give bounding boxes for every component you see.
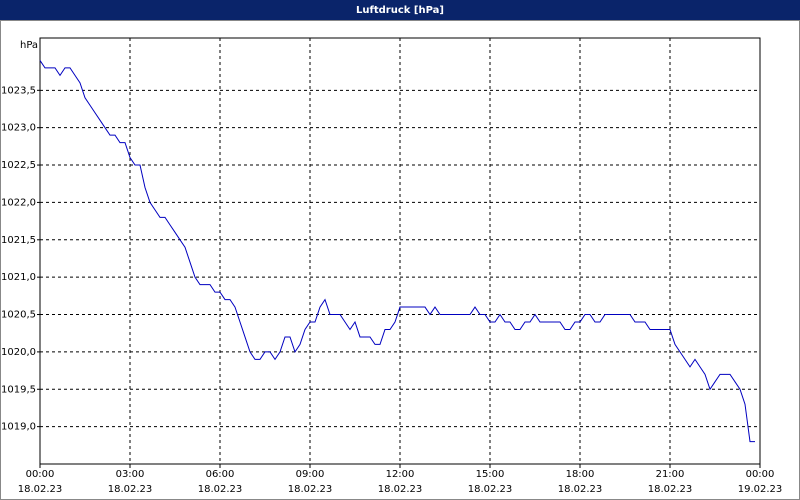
x-tick-label: 19.02.23 bbox=[738, 484, 783, 495]
x-tick-label: 18.02.23 bbox=[198, 484, 243, 495]
x-tick-label: 18.02.23 bbox=[558, 484, 603, 495]
y-axis-label: hPa bbox=[20, 40, 38, 51]
x-tick-label: 06:00 bbox=[206, 469, 235, 480]
x-tick-label: 15:00 bbox=[476, 469, 505, 480]
y-tick-label: 1022,0 bbox=[1, 197, 36, 208]
chart-title: Luftdruck [hPa] bbox=[356, 5, 444, 16]
x-tick-label: 03:00 bbox=[116, 469, 145, 480]
x-tick-label: 18.02.23 bbox=[648, 484, 693, 495]
line bbox=[39, 60, 755, 443]
y-tick-label: 1022,5 bbox=[1, 160, 36, 171]
x-tick-label: 09:00 bbox=[296, 469, 325, 480]
title-bar bbox=[0, 0, 800, 20]
x-tick-label: 12:00 bbox=[386, 469, 415, 480]
x-tick-label: 21:00 bbox=[656, 469, 685, 480]
x-tick-label: 18:00 bbox=[566, 469, 595, 480]
y-tick-label: 1019,0 bbox=[1, 422, 36, 433]
y-tick-label: 1020,0 bbox=[1, 347, 36, 358]
y-tick-label: 1020,5 bbox=[1, 310, 36, 321]
x-tick-label: 00:00 bbox=[746, 469, 775, 480]
y-tick-label: 1023,0 bbox=[1, 123, 36, 134]
y-tick-label: 1021,0 bbox=[1, 272, 36, 283]
x-tick-label: 18.02.23 bbox=[378, 484, 423, 495]
plot-border bbox=[39, 37, 761, 465]
x-tick-label: 00:00 bbox=[26, 469, 55, 480]
x-tick-label: 18.02.23 bbox=[288, 484, 333, 495]
x-tick-label: 18.02.23 bbox=[468, 484, 513, 495]
y-tick-label: 1019,5 bbox=[1, 384, 36, 395]
y-tick-label: 1023,5 bbox=[1, 85, 36, 96]
x-tick-label: 18.02.23 bbox=[108, 484, 153, 495]
x-tick-label: 18.02.23 bbox=[18, 484, 63, 495]
y-tick-label: 1021,5 bbox=[1, 235, 36, 246]
